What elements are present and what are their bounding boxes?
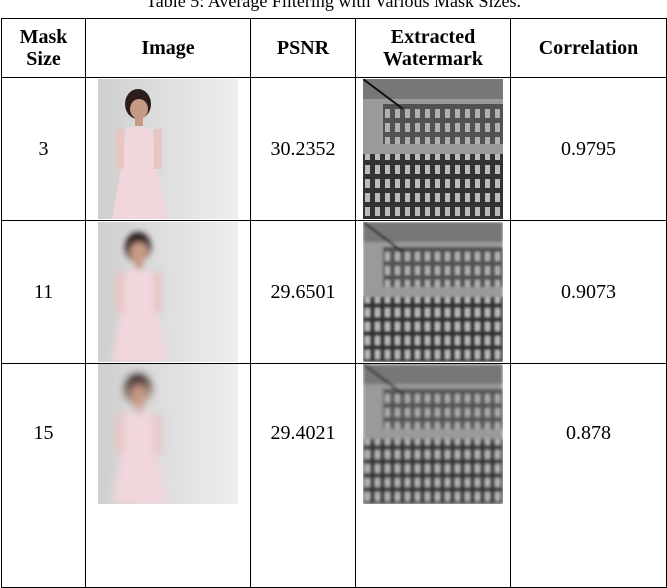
watermark-image [363, 222, 503, 362]
image-thumbnail [98, 222, 238, 362]
header-cell: Mask Size [2, 19, 86, 78]
table-cell [356, 78, 511, 221]
watermark-image [363, 364, 503, 504]
table-cell: 3 [2, 78, 86, 221]
table-row: 15 29.4021 0.878 [2, 364, 667, 588]
table-cell [86, 221, 251, 364]
table-cell: 11 [2, 221, 86, 364]
table-cell: 30.2352 [251, 78, 356, 221]
header-row: Mask Size Image PSNR Extracted Watermark… [2, 19, 667, 78]
table-cell [356, 364, 511, 588]
header-cell: Image [86, 19, 251, 78]
table-row: 11 29.6501 0.9073 [2, 221, 667, 364]
header-cell: Correlation [511, 19, 667, 78]
table-cell: 15 [2, 364, 86, 588]
table-cell: 0.9073 [511, 221, 667, 364]
table-cell: 0.9795 [511, 78, 667, 221]
header-cell: Extracted Watermark [356, 19, 511, 78]
page: Table 5: Average Filtering with Various … [0, 0, 667, 529]
table-cell: 0.878 [511, 364, 667, 588]
results-table: Mask Size Image PSNR Extracted Watermark… [1, 18, 667, 588]
image-thumbnail [98, 79, 238, 219]
header-cell: PSNR [251, 19, 356, 78]
table-cell [86, 78, 251, 221]
watermark-image [363, 79, 503, 219]
image-thumbnail [98, 364, 238, 504]
table-row: 3 30.2352 0.9795 [2, 78, 667, 221]
table-cell [356, 221, 511, 364]
table-cell: 29.4021 [251, 364, 356, 588]
table-cell: 29.6501 [251, 221, 356, 364]
table-caption: Table 5: Average Filtering with Various … [0, 0, 667, 11]
table-cell [86, 364, 251, 588]
